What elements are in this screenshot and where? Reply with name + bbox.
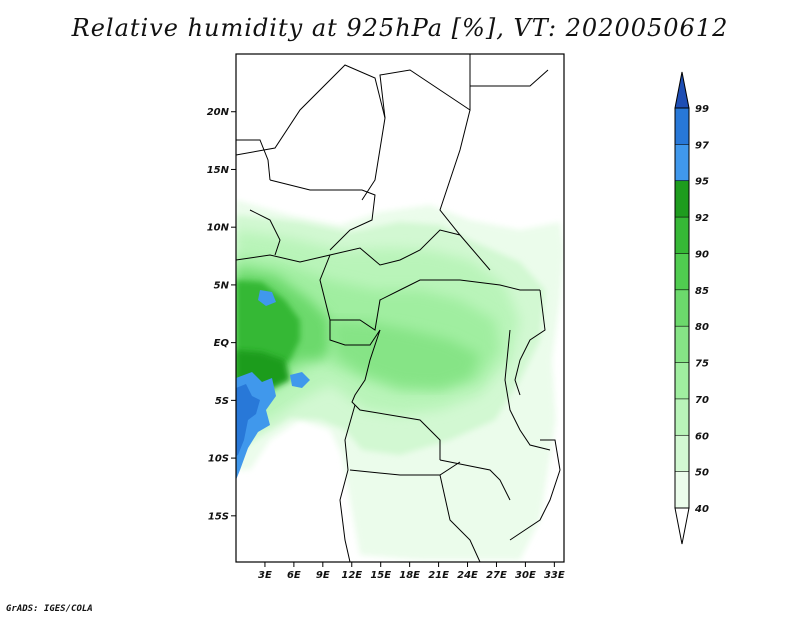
humidity-field: [236, 200, 564, 560]
colorbar-under-arrow: [674, 507, 690, 545]
colorbar-segment: [675, 108, 689, 145]
lat-tick-label: 10S: [208, 454, 229, 465]
colorbar-segment: [675, 435, 689, 472]
colorbar-segment: [675, 289, 689, 327]
colorbar-level-label: 95: [695, 177, 709, 188]
lat-tick-label: 5N: [214, 280, 230, 291]
colorbar-level-label: 50: [695, 468, 709, 479]
colorbar-segment: [675, 362, 689, 399]
colorbar-level-label: 70: [695, 395, 709, 406]
colorbar-level-label: 99: [695, 104, 709, 115]
colorbar-segment: [675, 253, 689, 290]
colorbar: 40 50 60 70 75 80 85 90 92 95 97 99: [674, 71, 709, 545]
credit-label: GrADS: IGES/COLA: [6, 604, 93, 614]
lat-tick-label: EQ: [214, 338, 230, 349]
lon-tick-label: 27E: [486, 570, 507, 581]
lat-tick-label: 10N: [207, 223, 230, 234]
colorbar-level-label: 75: [695, 359, 709, 370]
colorbar-level-label: 40: [694, 504, 709, 515]
lat-tick-label: 20N: [207, 107, 230, 118]
lon-tick-label: 30E: [515, 570, 536, 581]
lon-tick-label: 21E: [428, 570, 449, 581]
colorbar-level-label: 80: [695, 322, 709, 333]
lat-tick-label: 5S: [215, 396, 229, 407]
lon-tick-label: 6E: [287, 570, 301, 581]
lon-tick-label: 9E: [316, 570, 330, 581]
colorbar-segment: [675, 217, 689, 254]
colorbar-level-label: 85: [695, 286, 709, 297]
country-borders: [236, 54, 561, 562]
colorbar-segment: [675, 471, 689, 508]
plot-frame: [235, 53, 565, 563]
lat-tick-label: 15N: [207, 165, 230, 176]
colorbar-level-label: 90: [695, 249, 709, 260]
colorbar-segment: [675, 326, 689, 363]
lat-axis: 20N 15N 10N 5N EQ 5S 10S 15S: [207, 107, 236, 522]
colorbar-segment: [675, 180, 689, 218]
colorbar-level-label: 92: [695, 213, 709, 224]
lon-tick-label: 24E: [457, 570, 478, 581]
lon-tick-label: 3E: [258, 570, 272, 581]
chart-title: Relative humidity at 925hPa [%], VT: 202…: [71, 14, 729, 42]
lat-tick-label: 15S: [208, 511, 229, 522]
lon-tick-label: 18E: [399, 570, 420, 581]
colorbar-level-label: 97: [695, 140, 709, 151]
lon-axis: 3E 6E 9E 12E 15E 18E 21E 24E 27E 30E 33E: [258, 562, 565, 581]
lon-tick-label: 12E: [341, 570, 362, 581]
colorbar-segment: [675, 398, 689, 436]
colorbar-segment: [675, 144, 689, 181]
lon-tick-label: 15E: [370, 570, 391, 581]
lon-tick-label: 33E: [544, 570, 565, 581]
colorbar-over-arrow: [674, 71, 690, 109]
colorbar-level-label: 60: [695, 431, 709, 442]
